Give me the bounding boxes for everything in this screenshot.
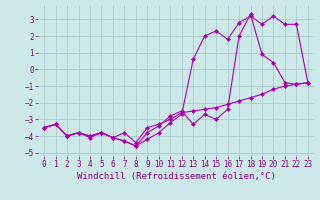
X-axis label: Windchill (Refroidissement éolien,°C): Windchill (Refroidissement éolien,°C): [76, 172, 276, 181]
